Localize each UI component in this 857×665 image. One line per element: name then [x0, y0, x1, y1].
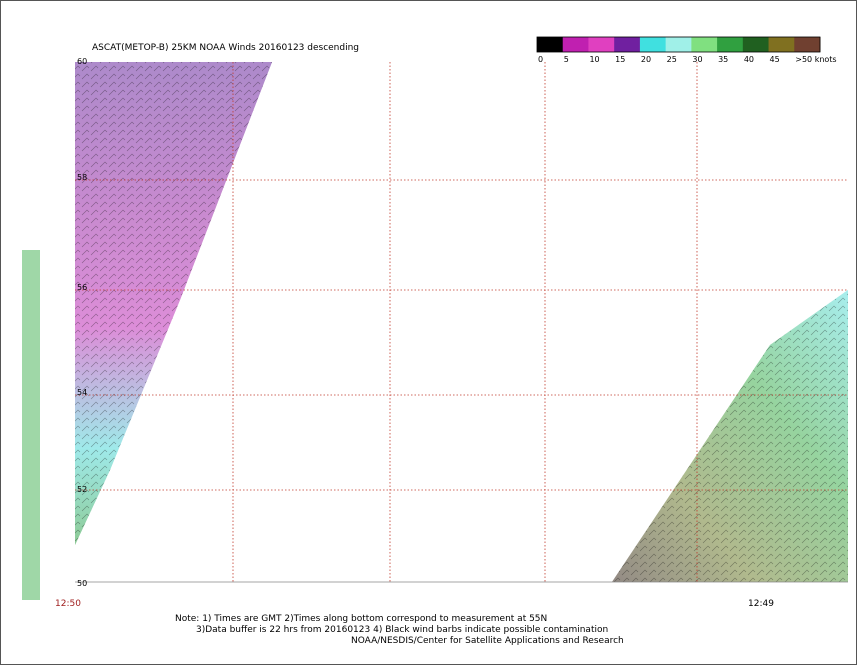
colorbar-segment — [794, 37, 820, 52]
colorbar-label: 10 — [589, 55, 599, 64]
time-label: 12:50 — [55, 599, 81, 609]
colorbar-label: 35 — [718, 55, 728, 64]
note-line: 3)Data buffer is 22 hrs from 20160123 4)… — [196, 625, 608, 635]
colorbar-segment — [537, 37, 563, 52]
time-label: 12:49 — [748, 599, 774, 609]
colorbar-segment — [691, 37, 717, 52]
colorbar-segment — [563, 37, 589, 52]
lat-label: 58 — [77, 173, 87, 182]
map-title: ASCAT(METOP-B) 25KM NOAA Winds 20160123 … — [92, 43, 359, 53]
colorbar-segment — [769, 37, 795, 52]
lat-label: 52 — [77, 485, 87, 494]
lat-label: 60 — [77, 57, 87, 66]
colorbar-label: >50 knots — [795, 55, 836, 64]
note-line: Note: 1) Times are GMT 2)Times along bot… — [175, 614, 547, 624]
edge-swath — [22, 250, 40, 600]
colorbar-segment — [717, 37, 743, 52]
colorbar-label: 40 — [744, 55, 754, 64]
colorbar-label: 45 — [770, 55, 780, 64]
colorbar-label: 5 — [564, 55, 569, 64]
lat-label: 54 — [77, 388, 87, 397]
colorbar-segment — [666, 37, 692, 52]
colorbar-label: 30 — [692, 55, 702, 64]
colorbar-segment — [614, 37, 640, 52]
colorbar-segment — [743, 37, 769, 52]
note-line: NOAA/NESDIS/Center for Satellite Applica… — [351, 636, 624, 646]
lat-label: 50 — [77, 579, 87, 588]
colorbar-label: 0 — [538, 55, 543, 64]
colorbar-label: 20 — [641, 55, 651, 64]
lat-label: 56 — [77, 283, 87, 292]
map-figure: ASCAT(METOP-B) 25KM NOAA Winds 20160123 … — [0, 0, 857, 665]
colorbar-segment — [588, 37, 614, 52]
colorbar-segment — [640, 37, 666, 52]
colorbar-label: 15 — [615, 55, 625, 64]
colorbar-label: 25 — [667, 55, 677, 64]
